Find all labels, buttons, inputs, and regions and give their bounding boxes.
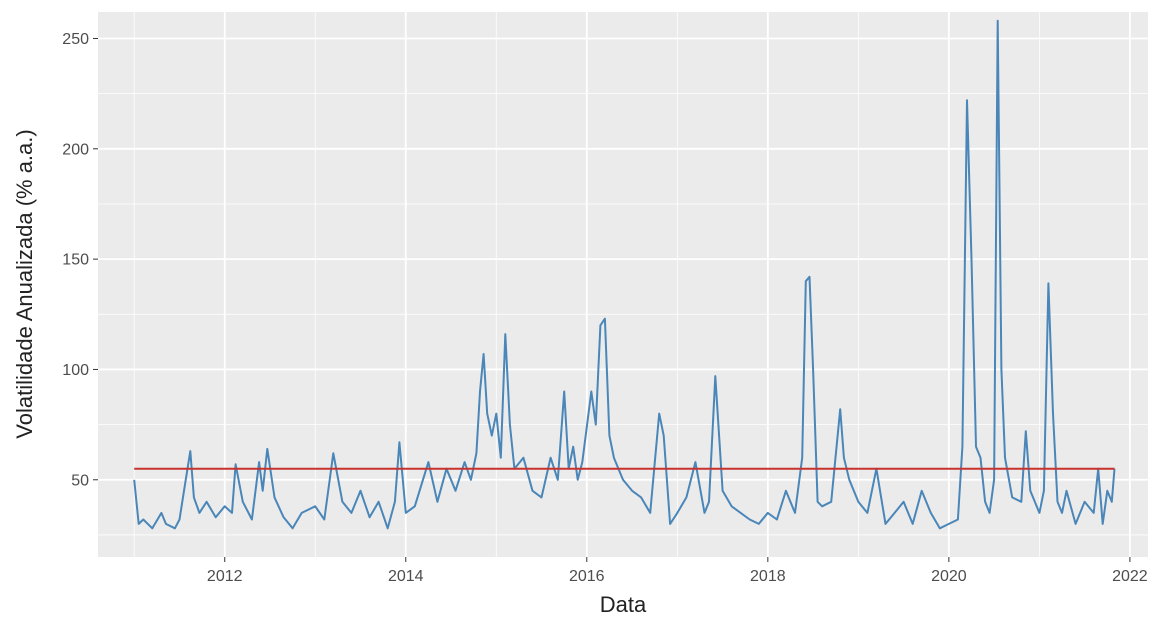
x-tick-label: 2014 [388, 568, 424, 585]
y-tick-label: 150 [62, 252, 89, 269]
series-layer [133, 19, 1116, 530]
y-tick-label: 250 [62, 31, 89, 48]
x-tick-label: 2020 [931, 568, 967, 585]
volatility-series-line [133, 19, 1116, 530]
y-tick-label: 200 [62, 141, 89, 158]
x-axis-title: Data [600, 592, 647, 617]
x-tick-label: 2018 [750, 568, 786, 585]
y-tick-label: 100 [62, 362, 89, 379]
y-tick-label: 50 [71, 472, 89, 489]
y-axis-title: Volatilidade Anualizada (% a.a.) [12, 129, 37, 438]
x-axis-ticks: 2012 2014 2016 2018 2020 2022 [207, 557, 1148, 585]
x-tick-label: 2016 [569, 568, 605, 585]
x-tick-label: 2022 [1112, 568, 1148, 585]
minor-gridlines [98, 12, 1148, 557]
major-gridlines [98, 12, 1148, 557]
y-axis-ticks: 50 100 150 200 250 [62, 31, 98, 489]
x-tick-label: 2012 [207, 568, 243, 585]
